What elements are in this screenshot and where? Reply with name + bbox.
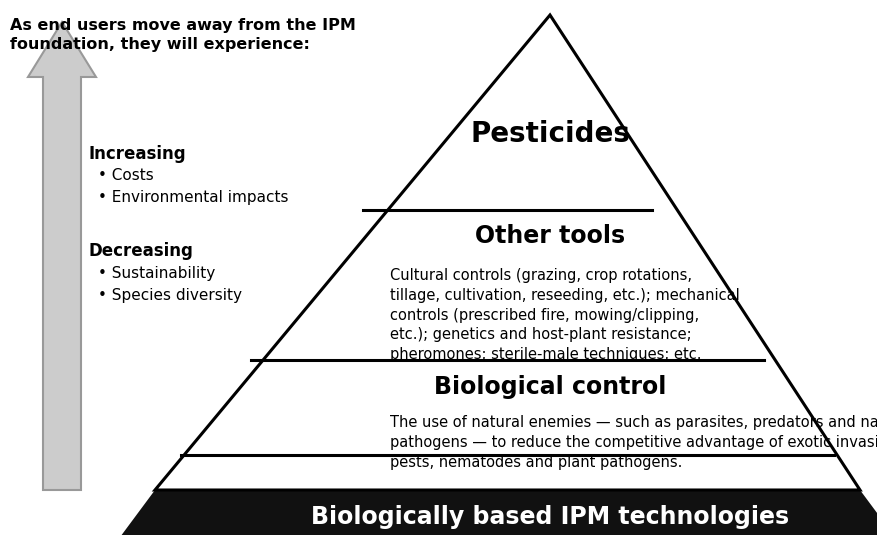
Text: • Environmental impacts: • Environmental impacts [98, 190, 289, 205]
Text: Biologically based IPM technologies: Biologically based IPM technologies [310, 505, 788, 529]
Text: • Species diversity: • Species diversity [98, 288, 242, 303]
Text: Pesticides: Pesticides [469, 120, 629, 148]
Polygon shape [155, 15, 859, 490]
Text: The use of natural enemies — such as parasites, predators and naturally occuring: The use of natural enemies — such as par… [389, 415, 877, 469]
Text: Increasing: Increasing [88, 145, 185, 163]
Text: • Costs: • Costs [98, 168, 153, 183]
Text: As end users move away from the IPM
foundation, they will experience:: As end users move away from the IPM foun… [10, 18, 355, 51]
Text: Decreasing: Decreasing [88, 242, 193, 260]
Text: Biological control: Biological control [433, 375, 666, 399]
Text: • Sustainability: • Sustainability [98, 266, 215, 281]
FancyArrow shape [28, 22, 96, 490]
Text: Cultural controls (grazing, crop rotations,
tillage, cultivation, reseeding, etc: Cultural controls (grazing, crop rotatio… [389, 268, 739, 362]
Text: Other tools: Other tools [474, 224, 624, 248]
Polygon shape [122, 490, 877, 535]
